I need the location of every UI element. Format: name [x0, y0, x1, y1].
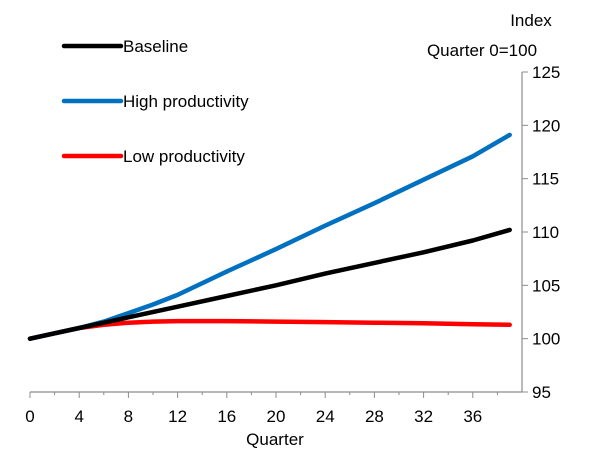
axes: 0 4 8 12 16 20 24 28 32 36 95 100 105 110 115 120 125	[25, 63, 560, 426]
y-axis-label-line-1: Index	[510, 11, 552, 30]
x-axis-label: Quarter	[246, 430, 304, 449]
legend-label-low-productivity: Low productivity	[123, 147, 245, 166]
x-tick-label: 28	[365, 407, 384, 426]
series-line-high-productivity	[27, 132, 512, 341]
y-tick-label: 100	[532, 330, 560, 349]
y-tick-label: 120	[532, 116, 560, 135]
y-tick-label: 125	[532, 63, 560, 82]
y-tick-label: 95	[532, 383, 551, 402]
x-tick-label: 24	[316, 407, 335, 426]
legend: Baseline High productivity Low productivit…	[61, 37, 249, 166]
x-tick-label: 36	[463, 407, 482, 426]
x-tick-label: 20	[267, 407, 286, 426]
y-tick-label: 115	[532, 170, 559, 189]
y-tick-label: 110	[532, 223, 559, 242]
series-line-baseline	[27, 227, 512, 341]
x-tick-label: 0	[25, 407, 34, 426]
legend-label-baseline: Baseline	[123, 37, 188, 56]
x-tick-label: 12	[168, 407, 187, 426]
x-tick-label: 16	[217, 407, 236, 426]
x-tick-label: 32	[414, 407, 433, 426]
legend-label-high-productivity: High productivity	[123, 92, 249, 111]
x-tick-label: 4	[74, 407, 83, 426]
y-axis-label-line-2: Quarter 0=100	[427, 41, 537, 60]
y-tick-label: 105	[532, 276, 560, 295]
x-tick-label: 8	[124, 407, 133, 426]
series-lines	[27, 132, 512, 341]
